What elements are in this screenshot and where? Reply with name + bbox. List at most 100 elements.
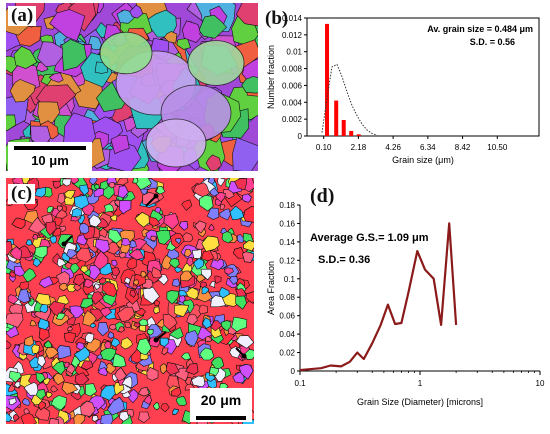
fit-line [321,63,378,136]
histogram-bar [356,134,361,136]
grain [103,203,115,213]
grain [12,413,20,421]
grain [155,230,171,245]
grain [209,280,216,288]
grain [242,240,254,252]
y-tick-label-d: 0.16 [279,219,295,228]
grain [138,318,149,326]
grain [6,240,13,256]
panel-b: 0 0.002 0.004 0.006 0.008 0.01 0.012 0.014 0.10 2… [262,0,550,185]
grain [48,417,60,424]
grain [34,406,50,421]
x-tick-label-b: 2.18 [351,143,367,152]
panel-c: (c) 20 μm [0,178,262,429]
ebsd-map-c [6,178,254,424]
grain [172,408,180,415]
grain [235,3,258,27]
grain [101,281,118,298]
grain [132,279,140,286]
grain [28,216,47,234]
grain [111,259,118,267]
grain [38,400,47,411]
grain [120,337,133,350]
grain [23,408,31,415]
annotation-avg-d: Average G.S.= 1.09 μm [310,232,429,244]
grain [219,208,231,221]
grain [168,326,184,340]
grain [89,323,97,329]
y-tick-label-b: 0.014 [282,14,303,23]
grain [159,337,169,348]
grain [199,194,214,212]
grain [17,288,31,304]
grain [201,249,215,262]
grain [220,320,232,332]
grain [163,212,180,230]
grain [128,249,145,261]
grain [118,199,132,215]
grain [13,45,38,69]
grain [52,180,62,189]
grain [202,317,212,329]
grain [207,178,216,185]
grain [50,385,59,393]
grain [124,277,131,285]
annotation-avg-b: Av. grain size = 0.484 μm [427,24,533,34]
grain [121,375,133,389]
grain [66,249,78,259]
grain [64,190,76,199]
grain [173,304,190,318]
grain [109,214,118,222]
grain [84,332,95,344]
grain [111,337,121,348]
grain [72,273,86,287]
grain [52,360,66,376]
grain [220,227,228,234]
grain [229,276,238,285]
grain [59,283,68,292]
grain [235,335,254,349]
grain [79,297,94,309]
grain [125,300,141,313]
grain [233,247,246,259]
grain [194,220,207,234]
histogram-chart: 0 0.002 0.004 0.006 0.008 0.01 0.012 0.014 0.10 2… [266,14,540,165]
grain [31,344,40,354]
annotation-sd-b: S.D. = 0.56 [470,37,515,47]
grain [161,347,169,356]
grain [38,275,54,289]
grain [100,384,116,401]
grain [171,278,181,288]
panel-c-label: (c) [8,184,36,204]
grain [175,238,182,245]
grain [67,326,73,332]
grain [61,178,72,187]
grain [170,387,182,397]
grain [166,290,180,305]
grain [80,400,96,417]
grain [134,212,151,228]
y-tick-label-d: 0.04 [279,330,295,339]
scale-bar-c-label: 20 μm [200,392,242,408]
grain [93,250,109,270]
grain [108,181,116,189]
grain [119,411,130,422]
histogram-bar [341,119,346,136]
grain [44,346,59,359]
grain [132,178,139,184]
grain [46,391,53,399]
grain [8,397,17,406]
x-tick-label-b: 8.42 [455,143,471,152]
y-axis-label-b: Number fraction [266,45,276,109]
grain [100,347,117,362]
y-tick-label-b: 0.004 [282,98,303,107]
grain [181,199,193,211]
histogram-bar [349,130,354,136]
grain [11,217,26,230]
x-tick-label-d: 0.1 [294,379,306,388]
y-tick-label-d: 0.06 [279,312,295,321]
arrow-head [153,193,159,199]
grain [55,209,68,219]
grain [114,367,127,382]
grain [140,271,147,278]
